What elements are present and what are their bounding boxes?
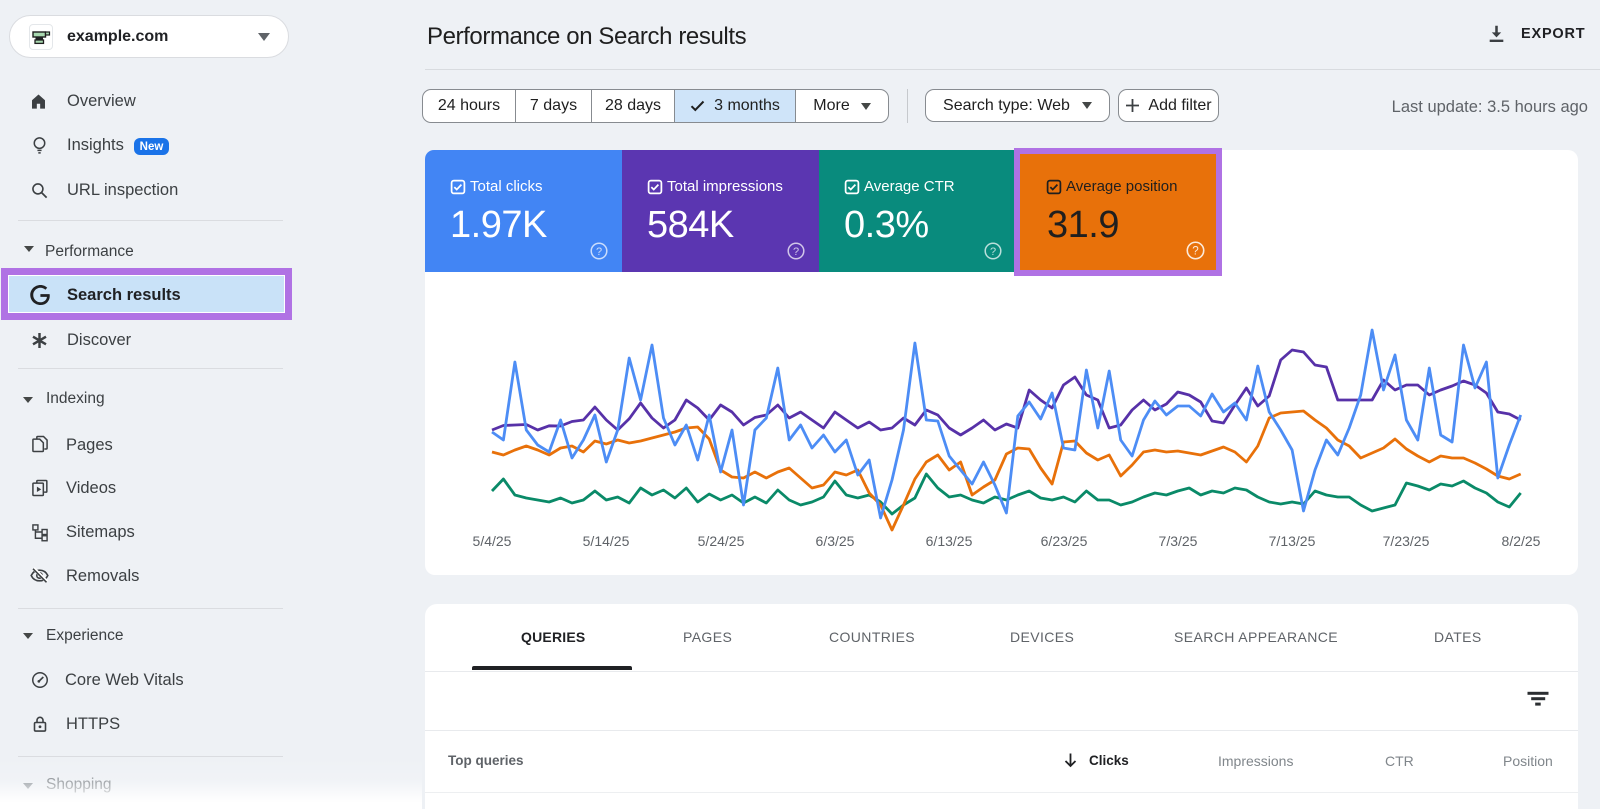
svg-text:?: ? [990, 246, 996, 258]
svg-text:?: ? [596, 246, 602, 258]
svg-text:?: ? [793, 246, 799, 258]
svg-text:?: ? [1192, 245, 1199, 258]
